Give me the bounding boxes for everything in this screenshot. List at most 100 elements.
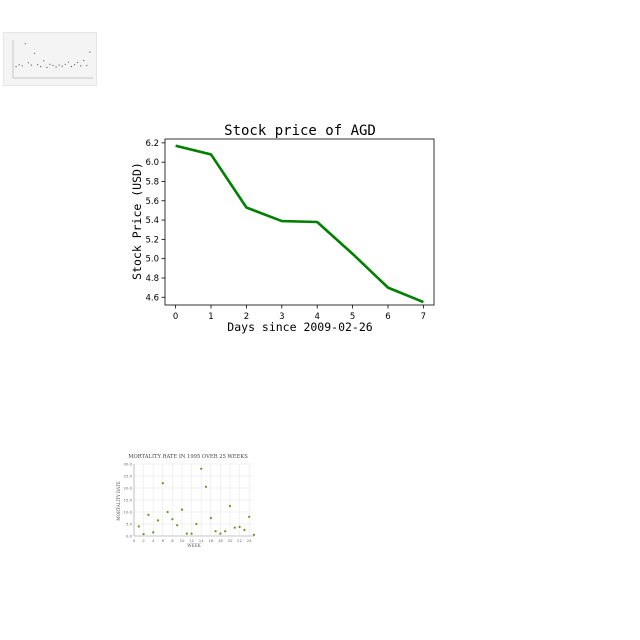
scatter-point	[64, 63, 66, 65]
y-tick-label: 4.8	[145, 274, 159, 284]
x-tick-label: 6	[162, 538, 165, 543]
scatter-point	[243, 528, 246, 532]
mortality-x-axis-label: WEEK	[187, 543, 201, 548]
chart-title: Stock price of AGD	[224, 123, 376, 139]
y-tick-label: 5.0	[145, 255, 159, 265]
scatter-point	[33, 52, 36, 54]
x-tick-label: 5	[350, 312, 355, 322]
scatter-point	[15, 66, 17, 68]
scatter-point	[228, 504, 232, 508]
scatter-point	[161, 482, 164, 485]
x-tick-label: 16	[208, 538, 213, 543]
scatter-point	[77, 61, 79, 64]
y-tick-label: 5.0	[126, 521, 133, 526]
x-tick-label: 2	[244, 312, 249, 322]
scatter-point	[24, 43, 26, 45]
scatter-point	[166, 510, 169, 514]
scatter-point	[190, 532, 193, 535]
x-tick-label: 0	[133, 538, 136, 543]
x-tick-label: 1	[208, 312, 213, 322]
x-tick-label: 2	[142, 538, 145, 543]
thumbnail-scatter-plot	[12, 40, 93, 79]
y-tick-label: 30.0	[124, 461, 133, 466]
scatter-point	[89, 51, 91, 53]
scatter-point	[214, 530, 217, 533]
x-tick-label: 7	[421, 312, 426, 322]
scatter-point	[21, 65, 23, 67]
y-tick-label: 4.6	[145, 293, 159, 303]
scatter-point	[252, 533, 256, 536]
scatter-point	[152, 531, 155, 534]
scatter-point	[219, 532, 222, 535]
line-chart-stock-price: Stock price of AGD Days since 2009-02-26…	[125, 118, 445, 340]
scatter-point	[37, 64, 39, 66]
scatter-point	[224, 530, 227, 533]
y-tick-label: 15.0	[124, 497, 133, 502]
mortality-scatter-svg: MORTALITY RATE IN 1995 OVER 25 WEEKS WEE…	[116, 454, 256, 548]
y-tick-label: 0.0	[126, 533, 133, 538]
scatter-point	[27, 62, 29, 64]
y-axis-label: Stock Price (USD)	[130, 162, 144, 280]
mortality-chart-title: MORTALITY RATE IN 1995 OVER 25 WEEKS	[128, 454, 248, 460]
x-tick-label: 24	[247, 538, 252, 543]
y-tick-label: 6.2	[145, 139, 159, 149]
y-tick-label: 25.0	[124, 473, 133, 478]
plot-frame	[164, 138, 435, 306]
scatter-point	[40, 66, 42, 68]
scatter-point	[200, 467, 203, 470]
y-tick-label: 10.0	[124, 509, 133, 514]
x-tick-label: 14	[199, 538, 204, 543]
x-tick-label: 4	[314, 312, 319, 322]
x-tick-label: 12	[189, 538, 194, 543]
scatter-point	[204, 485, 208, 488]
scatter-point	[52, 64, 54, 67]
scatter-point	[142, 532, 145, 536]
x-tick-label: 18	[218, 538, 223, 543]
thumbnail-scatter-chart-top	[3, 32, 97, 86]
mortality-y-axis-label: MORTALITY RATE	[116, 481, 121, 521]
scatter-point	[171, 518, 174, 521]
y-tick-label: 5.8	[145, 177, 159, 187]
y-tick-label: 5.6	[145, 197, 159, 207]
thumbnail-scatter-chart-bottom: MORTALITY RATE IN 1995 OVER 25 WEEKS WEE…	[112, 450, 260, 550]
x-tick-label: 6	[385, 312, 390, 322]
scatter-point	[18, 64, 20, 66]
scatter-point	[80, 65, 82, 67]
scatter-point	[209, 516, 212, 520]
scatter-point	[137, 525, 140, 528]
y-tick-label: 5.4	[145, 216, 159, 226]
scatter-point	[238, 525, 241, 528]
scatter-point	[55, 66, 57, 68]
scatter-point	[46, 66, 48, 68]
scatter-point	[248, 515, 251, 518]
scatter-point	[176, 524, 179, 527]
x-tick-label: 4	[152, 538, 155, 543]
scatter-point	[147, 513, 150, 516]
scatter-point	[67, 61, 69, 63]
y-tick-label: 6.0	[145, 158, 159, 168]
scatter-point	[43, 60, 45, 62]
x-tick-label: 20	[228, 538, 233, 543]
scatter-point	[180, 508, 184, 511]
scatter-point	[83, 59, 85, 62]
scatter-point	[195, 522, 198, 526]
scatter-point	[156, 519, 160, 522]
scatter-point	[185, 532, 188, 535]
x-tick-label: 22	[237, 538, 242, 543]
x-tick-label: 8	[171, 538, 174, 543]
x-tick-label: 3	[279, 312, 284, 322]
scatter-point	[30, 64, 33, 66]
x-axis-label: Days since 2009-02-26	[227, 320, 372, 334]
series-line	[175, 144, 424, 304]
scatter-point	[73, 64, 76, 66]
scatter-point	[70, 66, 73, 68]
y-tick-label: 20.0	[124, 485, 133, 490]
x-tick-label: 10	[180, 538, 185, 543]
scatter-point	[233, 526, 236, 529]
y-tick-label: 5.2	[145, 235, 159, 245]
scatter-point	[58, 64, 60, 66]
x-tick-label: 0	[173, 312, 178, 322]
scatter-point	[49, 63, 51, 65]
scatter-point	[86, 64, 88, 67]
line-chart-svg: Stock price of AGD Days since 2009-02-26…	[130, 123, 435, 334]
